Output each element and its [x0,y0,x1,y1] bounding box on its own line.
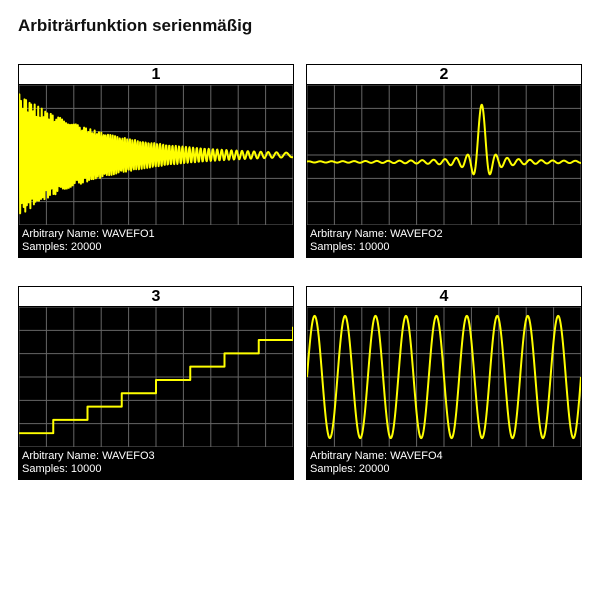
arbitrary-name-row: Arbitrary Name: WAVEFO3 [22,450,290,463]
waveform-panel: 4 Arbitrary Name: WAVEFO4Samples: 20000 [306,286,582,480]
oscilloscope-display [306,306,582,448]
arbitrary-name-row: Arbitrary Name: WAVEFO4 [310,450,578,463]
panel-meta: Arbitrary Name: WAVEFO1Samples: 20000 [18,226,294,258]
panel-title: 3 [18,286,294,306]
waveform-panel: 1 Arbitrary Name: WAVEFO1Samples: 20000 [18,64,294,258]
panel-meta: Arbitrary Name: WAVEFO4Samples: 20000 [306,448,582,480]
panel-grid: 1Arbitrary Name: WAVEFO1Samples: 200002A… [18,64,582,480]
arbitrary-name-row: Arbitrary Name: WAVEFO1 [22,228,290,241]
oscilloscope-display [18,84,294,226]
oscilloscope-display [18,306,294,448]
arbitrary-name-row: Arbitrary Name: WAVEFO2 [310,228,578,241]
samples-row: Samples: 10000 [22,463,290,476]
samples-row: Samples: 20000 [22,241,290,254]
samples-row: Samples: 10000 [310,241,578,254]
oscilloscope-display [306,84,582,226]
waveform-panel: 2 Arbitrary Name: WAVEFO2Samples: 10000 [306,64,582,258]
panel-title: 4 [306,286,582,306]
panel-meta: Arbitrary Name: WAVEFO2Samples: 10000 [306,226,582,258]
panel-meta: Arbitrary Name: WAVEFO3Samples: 10000 [18,448,294,480]
panel-title: 2 [306,64,582,84]
panel-title: 1 [18,64,294,84]
waveform-panel: 3 Arbitrary Name: WAVEFO3Samples: 10000 [18,286,294,480]
samples-row: Samples: 20000 [310,463,578,476]
page-title: Arbiträrfunktion serienmäßig [18,16,582,36]
